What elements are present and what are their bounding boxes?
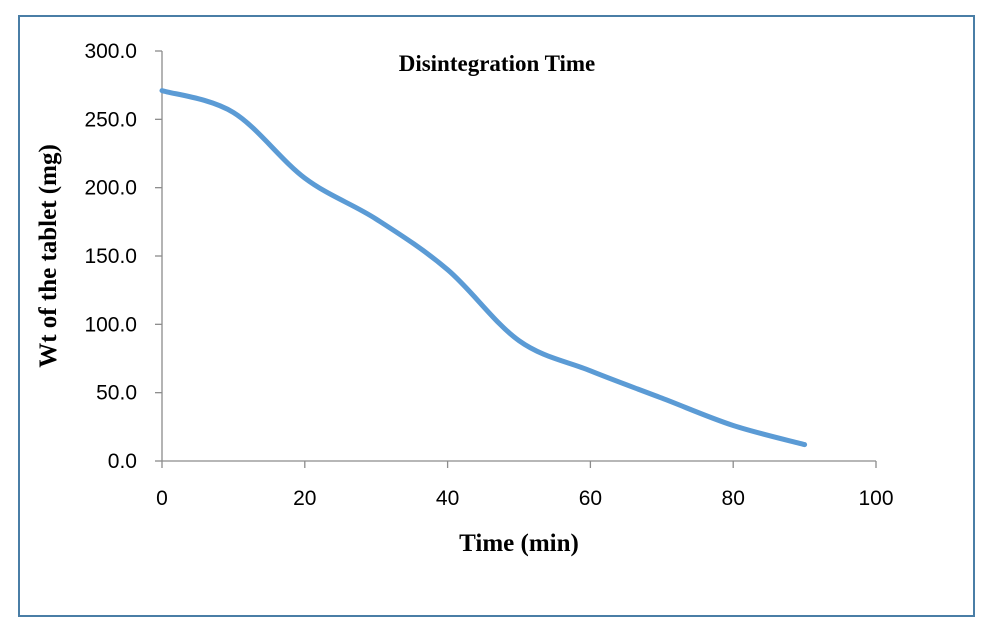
y-tick-label: 100.0 [84,313,137,336]
x-tick-label: 20 [293,487,316,510]
x-tick-label: 0 [156,487,168,510]
x-tick-label: 40 [436,487,459,510]
x-tick-label: 60 [579,487,602,510]
y-tick-label: 200.0 [84,177,137,200]
series-line [159,88,808,448]
x-tick-label: 80 [722,487,745,510]
plot-area [159,88,808,448]
y-tick-label: 150.0 [84,245,137,268]
y-axis-title: Wt of the tablet (mg) [35,144,62,368]
y-tick-label: 0.0 [108,450,137,473]
chart-frame [18,15,975,617]
y-axis: 0.0 50.0 100.0 150.0 200.0 250.0 300.0 [84,40,163,473]
y-tick-label: 250.0 [84,108,137,131]
x-axis-title: Time (min) [459,530,579,557]
y-tick-label: 50.0 [96,382,137,405]
x-tick-label: 100 [858,487,893,510]
chart-title: Disintegration Time [399,51,596,76]
y-tick-label: 300.0 [84,40,137,63]
x-axis: 0 20 40 60 80 100 [156,460,894,510]
